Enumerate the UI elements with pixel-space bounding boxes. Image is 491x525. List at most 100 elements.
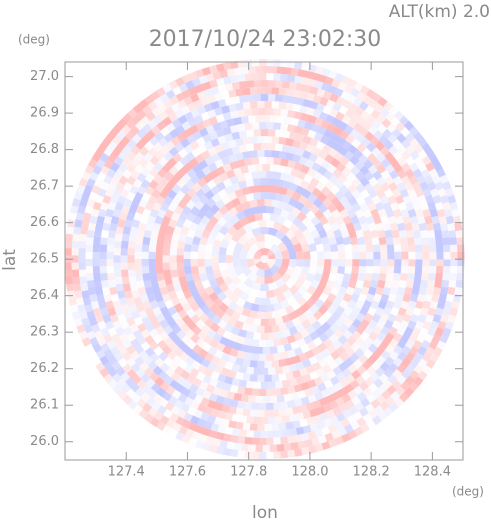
field-cell bbox=[265, 451, 274, 459]
field-cell bbox=[264, 150, 273, 158]
field-cell bbox=[102, 286, 111, 296]
field-cell bbox=[217, 424, 227, 434]
field-cell bbox=[236, 450, 246, 458]
field-cell bbox=[119, 319, 130, 330]
field-cell bbox=[227, 238, 238, 249]
field-cell bbox=[410, 195, 420, 205]
field-cell bbox=[266, 353, 274, 361]
field-cell bbox=[237, 74, 246, 82]
field-cell bbox=[267, 430, 276, 438]
y-tick-label: 26.9 bbox=[30, 106, 59, 121]
field-cell bbox=[199, 272, 209, 282]
field-cell bbox=[331, 78, 341, 89]
field-cell bbox=[222, 126, 233, 136]
field-cell bbox=[325, 279, 335, 290]
field-cell bbox=[340, 433, 351, 443]
field-cell bbox=[71, 247, 79, 256]
field-cell bbox=[168, 79, 179, 90]
field-cell bbox=[301, 358, 312, 368]
field-cell bbox=[93, 229, 102, 238]
field-cell bbox=[212, 222, 223, 233]
field-cell bbox=[326, 99, 336, 109]
field-cell bbox=[345, 251, 353, 260]
field-cell bbox=[286, 349, 296, 359]
field-cell bbox=[319, 96, 330, 107]
field-cell bbox=[194, 279, 204, 290]
field-cell bbox=[450, 244, 458, 253]
field-cell bbox=[266, 304, 275, 312]
field-cell bbox=[212, 386, 222, 396]
field-cell bbox=[113, 254, 121, 263]
field-cell bbox=[267, 332, 276, 340]
field-cell bbox=[148, 265, 157, 274]
field-cell bbox=[84, 204, 94, 215]
field-cell bbox=[209, 169, 220, 180]
x-tick-label: 127.6 bbox=[169, 465, 206, 480]
field-cell bbox=[93, 236, 101, 245]
field-cell bbox=[266, 206, 275, 214]
field-cell bbox=[285, 421, 294, 430]
field-cell bbox=[223, 288, 234, 299]
field-cell bbox=[188, 86, 199, 96]
field-cell bbox=[365, 293, 375, 303]
field-cell bbox=[230, 74, 239, 84]
field-cell bbox=[200, 304, 211, 315]
field-cell bbox=[131, 218, 141, 228]
field-cell bbox=[283, 218, 294, 229]
field-cell bbox=[196, 418, 206, 428]
field-cell bbox=[384, 229, 393, 239]
field-cell bbox=[192, 292, 203, 303]
field-cell bbox=[276, 66, 285, 75]
field-cell bbox=[437, 188, 447, 198]
field-cell bbox=[244, 436, 253, 445]
field-cell bbox=[154, 293, 164, 303]
field-cell bbox=[115, 225, 124, 235]
field-cell bbox=[291, 406, 301, 415]
field-cell bbox=[278, 373, 287, 382]
field-cell bbox=[223, 61, 232, 71]
field-cell bbox=[322, 266, 331, 275]
field-cell bbox=[268, 253, 276, 259]
field-cell bbox=[292, 216, 303, 228]
field-cell bbox=[121, 204, 131, 215]
field-cell bbox=[213, 402, 224, 411]
field-cell bbox=[307, 430, 317, 440]
field-cell bbox=[429, 259, 437, 267]
field-cell bbox=[91, 184, 101, 195]
chart-title: 2017/10/24 23:02:30 bbox=[149, 27, 382, 52]
field-cell bbox=[408, 251, 416, 260]
field-cell bbox=[102, 313, 112, 324]
field-cell bbox=[260, 332, 269, 340]
field-cell bbox=[260, 178, 269, 186]
field-cell bbox=[269, 346, 278, 354]
field-cell bbox=[184, 272, 194, 282]
field-cell bbox=[345, 222, 355, 232]
field-cell bbox=[173, 225, 183, 235]
field-cell bbox=[245, 193, 255, 202]
field-cell bbox=[443, 251, 451, 260]
field-cell bbox=[387, 259, 395, 267]
field-cell bbox=[353, 222, 363, 232]
field-cell bbox=[161, 292, 171, 303]
field-cell bbox=[208, 64, 219, 74]
field-cell bbox=[401, 251, 409, 260]
field-cell bbox=[321, 82, 331, 92]
field-cell bbox=[295, 133, 305, 143]
field-cell bbox=[144, 201, 155, 212]
field-cell bbox=[427, 201, 437, 211]
field-cell bbox=[373, 259, 381, 267]
y-tick-label: 26.5 bbox=[30, 252, 59, 267]
field-cell bbox=[220, 352, 231, 362]
field-cell bbox=[304, 349, 315, 360]
field-cell bbox=[184, 428, 195, 438]
y-unit: (deg) bbox=[18, 33, 50, 47]
field-cell bbox=[432, 195, 442, 205]
field-cell bbox=[201, 165, 212, 176]
field-cell bbox=[96, 293, 105, 303]
field-cell bbox=[231, 145, 241, 155]
field-cell bbox=[122, 283, 132, 292]
field-cell bbox=[217, 150, 228, 160]
field-cell bbox=[290, 340, 300, 350]
field-cell bbox=[259, 283, 270, 292]
field-cell bbox=[281, 328, 291, 338]
